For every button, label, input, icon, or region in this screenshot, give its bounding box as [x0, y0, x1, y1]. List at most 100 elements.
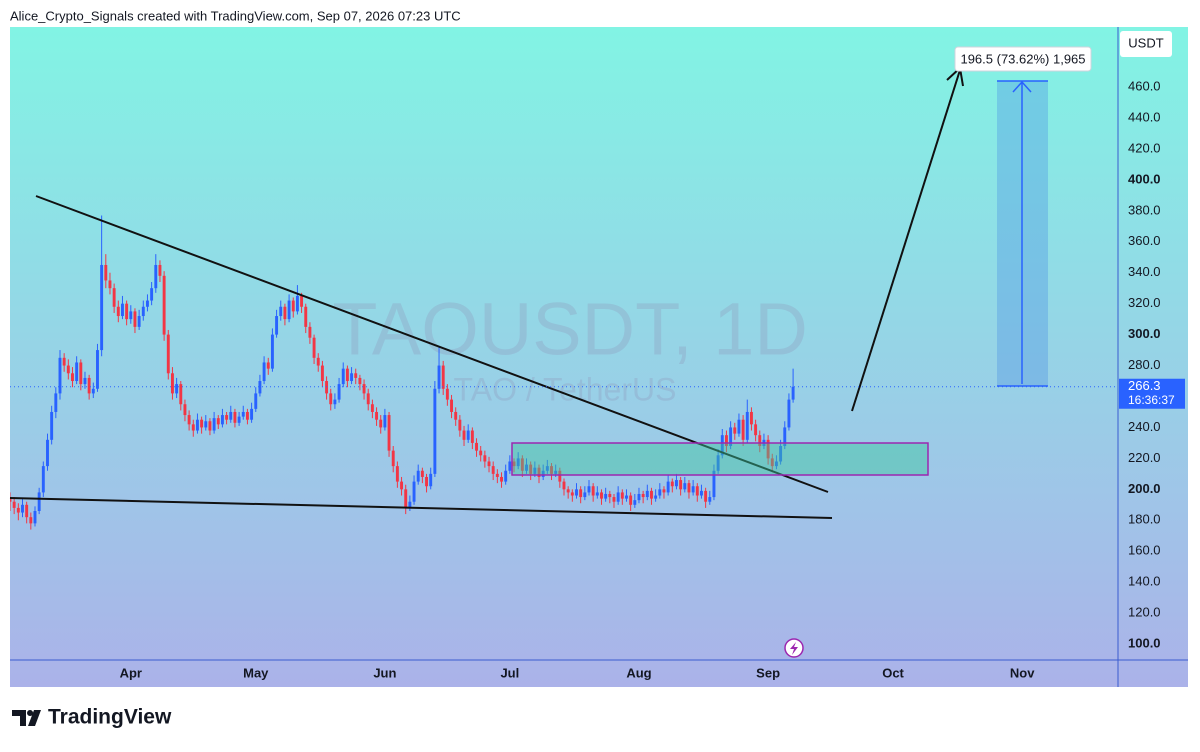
candle-body — [46, 439, 49, 467]
candle-body — [291, 300, 295, 312]
y-tick-label: 180.0 — [1128, 512, 1161, 527]
candle-body — [512, 461, 516, 467]
y-tick-label: 100.0 — [1128, 636, 1161, 651]
candle-body — [412, 481, 416, 502]
y-tick-label: 120.0 — [1128, 605, 1161, 620]
candle-body — [516, 458, 520, 467]
candle-body — [129, 311, 133, 320]
candle-body — [125, 303, 129, 320]
chart-background — [10, 27, 1188, 687]
candle-body — [479, 450, 483, 456]
candle-body — [166, 334, 170, 374]
candle-body — [233, 411, 237, 423]
candle-body — [204, 421, 208, 428]
candle-body — [529, 464, 533, 474]
candle-body — [295, 295, 299, 312]
candle-body — [383, 415, 387, 428]
candle-body — [575, 489, 578, 496]
candle-body — [487, 461, 491, 467]
candle-body — [208, 421, 212, 431]
candle-body — [408, 501, 412, 508]
candle-body — [191, 424, 195, 431]
candle-body — [312, 337, 316, 358]
x-tick-label: Aug — [626, 665, 651, 680]
candle-body — [637, 493, 641, 501]
candle-body — [520, 458, 524, 471]
candle-body — [71, 373, 74, 382]
y-tick-label: 420.0 — [1128, 140, 1161, 155]
candle-body — [370, 404, 374, 412]
candle-body — [450, 399, 453, 412]
candle-body — [774, 461, 778, 467]
candle-body — [245, 411, 249, 420]
candle-body — [287, 300, 291, 320]
candle-body — [375, 411, 379, 420]
candle-body — [241, 411, 245, 417]
candle-body — [400, 481, 404, 490]
x-tick-label: Nov — [1010, 665, 1035, 680]
y-tick-label: 400.0 — [1128, 171, 1161, 186]
candle-body — [416, 470, 420, 482]
candle-body — [66, 365, 70, 374]
candle-body — [395, 466, 399, 482]
candle-body — [475, 442, 478, 451]
candle-body — [616, 492, 620, 502]
footer: TradingView — [12, 706, 172, 729]
currency-box[interactable] — [1120, 31, 1172, 57]
candle-body — [391, 450, 395, 467]
y-tick-label: 460.0 — [1128, 78, 1161, 93]
candle-body — [96, 350, 99, 389]
candle-body — [137, 316, 141, 327]
candle-body — [225, 415, 229, 420]
candle-body — [308, 326, 312, 338]
candle-body — [679, 480, 683, 490]
candle-body — [441, 365, 445, 389]
candle-body — [591, 486, 595, 496]
candle-body — [183, 404, 187, 416]
candle-body — [766, 439, 770, 459]
candle-body — [691, 486, 695, 493]
watermark-description: TAO / TetherUS — [454, 371, 677, 407]
candle-body — [662, 489, 666, 493]
candle-body — [141, 306, 145, 317]
candle-body — [758, 435, 762, 447]
candle-body — [83, 377, 87, 385]
x-tick-label: Apr — [120, 665, 142, 680]
candle-body — [508, 461, 512, 471]
candle-body — [658, 489, 662, 496]
candle-body — [462, 430, 466, 440]
candle-body — [579, 489, 583, 498]
measure-arrow-head — [1012, 80, 1032, 93]
candle-body — [133, 311, 137, 327]
candle-body — [333, 399, 337, 405]
candle-body — [641, 493, 645, 498]
candle-body — [666, 481, 670, 493]
candle-body — [341, 368, 345, 385]
candle-body — [304, 306, 308, 327]
candle-body — [504, 470, 508, 482]
candle-body — [541, 470, 545, 477]
candle-body — [670, 481, 674, 487]
candle-body — [525, 464, 528, 471]
candle-body — [354, 373, 358, 378]
y-tick-label: 300.0 — [1128, 326, 1161, 341]
header: Alice_Crypto_Signals created with Tradin… — [10, 8, 461, 23]
candle-body — [724, 435, 728, 447]
arrow-line — [851, 69, 961, 412]
candle-body — [779, 446, 783, 462]
candle-body — [146, 300, 149, 307]
countdown-label: 16:36:37 — [1128, 393, 1175, 407]
candle-body — [687, 483, 691, 493]
candle-body — [558, 470, 562, 482]
candle-body — [654, 495, 658, 499]
candle-body — [162, 275, 166, 335]
y-tick-label: 140.0 — [1128, 574, 1161, 589]
candle-body — [791, 386, 795, 400]
y-tick-label: 320.0 — [1128, 295, 1161, 310]
candle-body — [62, 357, 66, 366]
candle-body — [612, 497, 616, 502]
candle-body — [237, 416, 241, 423]
candle-body — [229, 411, 233, 420]
candle-body — [695, 486, 699, 496]
candle-body — [650, 490, 653, 499]
